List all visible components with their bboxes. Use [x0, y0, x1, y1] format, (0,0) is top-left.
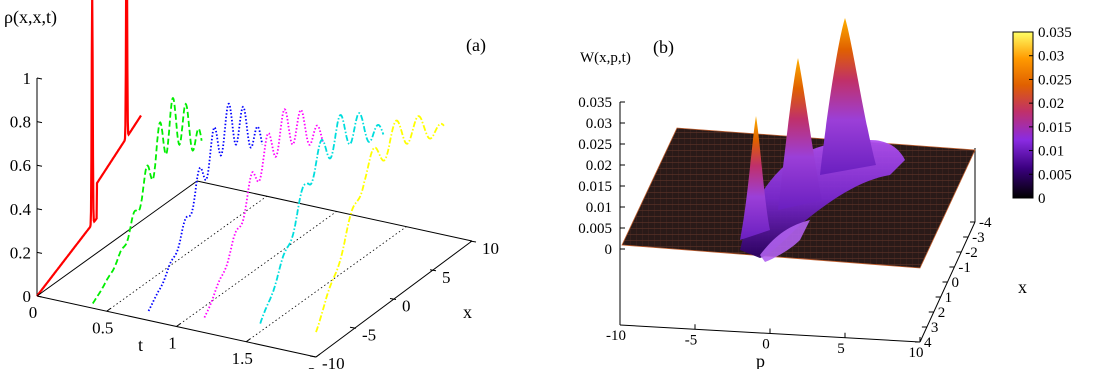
z-tick-mark	[36, 164, 43, 167]
x-tick-label-b: 1	[945, 290, 953, 306]
grid-line	[106, 195, 267, 312]
grid-line	[176, 211, 337, 327]
x-tick-label: 5	[442, 268, 451, 287]
z-tick-mark	[36, 251, 43, 254]
p-tick-label: 0	[762, 337, 770, 353]
z-tick-mark	[36, 208, 43, 211]
x-tick-label-b: 2	[938, 305, 946, 321]
z-tick-label: 0.4	[10, 200, 32, 219]
surface-peak-left	[740, 116, 770, 240]
p-tick-label: -10	[606, 328, 626, 344]
t-axis-label: t	[138, 335, 143, 355]
t-tick-label: 1.5	[232, 349, 253, 368]
z-tick-label-b: 0.025	[578, 137, 612, 153]
t-tick-mark	[245, 338, 251, 343]
series-curve-t0.4	[92, 97, 203, 304]
series-curve-t0.8	[147, 102, 264, 312]
surface-shoulder	[760, 220, 810, 262]
z-axis-label: ρ(x,x,t)	[4, 7, 57, 28]
p-tick-label: 5	[837, 341, 845, 357]
colorbar	[1012, 31, 1034, 199]
x-tick-mark	[389, 298, 397, 300]
grid-line	[246, 226, 407, 343]
x-axis-label: x	[463, 302, 472, 322]
series-curve-t2	[315, 115, 445, 333]
panel-label-a: (a)	[466, 35, 486, 56]
base-left-edge	[36, 180, 198, 297]
t-tick-label: 2	[308, 364, 317, 369]
x-tick-label-b: 0	[952, 275, 960, 291]
t-tick-mark	[315, 353, 321, 358]
z-tick-mark	[36, 121, 43, 124]
surface-peak-right	[820, 18, 876, 175]
t-tick-mark	[36, 292, 42, 297]
x-tick-label-b: -1	[958, 260, 971, 276]
z-tick-label-b: 0.01	[586, 200, 612, 216]
x-tick-mark	[309, 355, 317, 358]
colorbar-tick-label: 0.03	[1038, 49, 1064, 65]
t-tick-label: 0.5	[92, 318, 113, 337]
panel-a: 0 0.2 0.4 0.6 0.8 1 0 0.5 1 1.5 2 -10 -5 0 5 10 ρ(x,x…	[4, 0, 499, 369]
z-tick-label-b: 0	[605, 242, 613, 258]
x-axis-label-b: x	[1018, 277, 1027, 297]
z-tick-label-b: 0.015	[578, 179, 612, 195]
x-tick-mark	[469, 240, 477, 243]
t-tick-label: 1	[168, 334, 177, 353]
x-tick-label-b: -4	[979, 215, 992, 231]
x-tick-label-b: -3	[972, 230, 985, 246]
z-tick-label-b: 0.02	[586, 158, 612, 174]
x-tick-label-b: -2	[965, 245, 978, 261]
surface-ridge	[740, 140, 905, 258]
z-tick-mark	[36, 77, 43, 80]
colorbar-tick-label: 0.035	[1038, 25, 1072, 41]
surface-peak-middle	[778, 58, 822, 210]
x-tick-label: -5	[362, 325, 376, 344]
x-tick-label-b: 4	[924, 335, 932, 351]
t-tick-label: 0	[29, 303, 38, 322]
colorbar-tick-label: 0	[1038, 191, 1046, 207]
colorbar-tick-label: 0.015	[1038, 120, 1072, 136]
z-tick-label-b: 0.005	[578, 221, 612, 237]
z-tick-label-b: 0.03	[586, 116, 612, 132]
p-tick-label: 10	[909, 345, 924, 361]
z-tick-label: 0.6	[10, 156, 31, 175]
z-tick-label: 0.2	[10, 243, 31, 262]
colorbar-tick-label: 0.025	[1038, 72, 1072, 88]
colorbar-tick-label: 0.02	[1038, 96, 1064, 112]
series-curve-t1.2	[203, 108, 324, 318]
z-tick-label: 0.8	[10, 113, 31, 132]
t-tick-mark	[106, 307, 112, 312]
grid-lines	[106, 195, 407, 343]
z-tick-label: 0	[23, 287, 32, 306]
t-tick-mark	[176, 323, 181, 327]
series-curve-t0	[36, 0, 142, 297]
x-tick-mark	[429, 269, 437, 272]
x-tick-mark	[349, 326, 357, 329]
colorbar-tick-label: 0.01	[1038, 144, 1064, 160]
x-tick-label: 10	[482, 239, 499, 258]
x-tick-label: -10	[322, 354, 345, 369]
p-axis-label: p	[756, 351, 765, 369]
panel-label-b: (b)	[653, 37, 674, 58]
colorbar-tick-label: 0.005	[1038, 167, 1072, 183]
x-tick-label: 0	[402, 297, 411, 316]
base-back-edge	[196, 180, 473, 242]
z-tick-label-b: 0.035	[578, 95, 612, 111]
z-tick-label: 1	[23, 69, 32, 88]
x-tick-label-b: 3	[931, 320, 939, 336]
series-curve-t1.6	[259, 112, 385, 324]
z-axis-label-b: W(x,p,t)	[580, 50, 631, 66]
p-tick-label: -5	[685, 332, 698, 348]
